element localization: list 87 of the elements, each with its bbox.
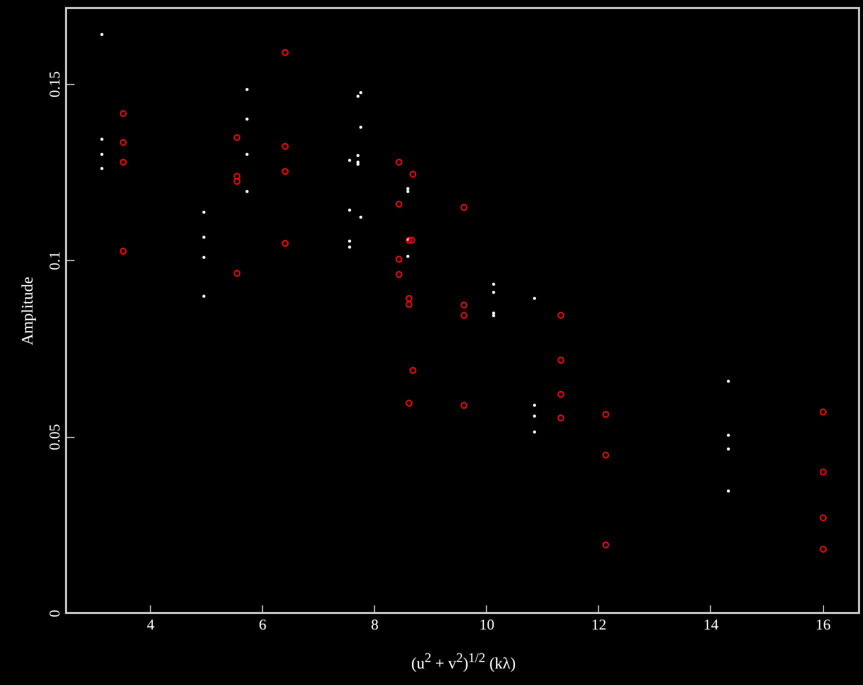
x-tick-label: 4 [146, 618, 155, 634]
point [359, 216, 362, 219]
point [234, 172, 240, 180]
point [396, 200, 402, 208]
x-tick-label: 6 [258, 618, 267, 634]
point [120, 158, 127, 166]
point [557, 414, 564, 422]
y-axis-title: Amplitude [20, 276, 36, 346]
point [533, 296, 536, 300]
point [492, 282, 496, 286]
point [492, 290, 496, 294]
point [202, 236, 206, 239]
point [406, 400, 412, 406]
x-axis-title: (u$^{2}$ + v$^{2}$)$^{1/2}$ (kλ) [410, 650, 517, 674]
point [202, 210, 206, 214]
x-tick-label: 12 [591, 618, 606, 634]
x-tick-label: 10 [479, 618, 494, 634]
point [246, 118, 249, 121]
point [396, 270, 402, 278]
x-tick-label: 8 [370, 618, 378, 634]
point [100, 152, 104, 156]
point [406, 294, 412, 302]
point [202, 256, 206, 259]
y-tick-label: 0.15 [48, 71, 64, 98]
point [282, 168, 289, 175]
point [348, 208, 352, 212]
point [726, 447, 730, 450]
point [406, 300, 412, 308]
point [234, 134, 240, 141]
point [820, 514, 827, 522]
point [557, 312, 564, 319]
point [408, 236, 416, 244]
y-tick-label: 0.05 [48, 424, 64, 450]
point [726, 434, 730, 437]
point [348, 240, 352, 243]
point [406, 190, 410, 193]
point [202, 294, 206, 298]
point [100, 32, 104, 36]
point [356, 94, 360, 98]
point [359, 126, 362, 129]
point [234, 270, 240, 277]
point [100, 167, 104, 170]
point [356, 154, 360, 157]
point [492, 314, 496, 318]
point [246, 190, 249, 193]
point [348, 246, 352, 249]
point [602, 411, 610, 418]
point [820, 546, 827, 553]
point [100, 138, 104, 141]
point [533, 430, 536, 434]
point [282, 49, 289, 56]
point [460, 312, 468, 319]
point [460, 204, 468, 211]
y-tick-label: 0 [48, 610, 64, 618]
point [410, 170, 416, 178]
x-tick-label: 16 [816, 618, 832, 634]
point [246, 88, 249, 91]
point [246, 152, 249, 156]
x-tick-label: 14 [703, 618, 719, 634]
point [533, 414, 536, 418]
point [460, 302, 468, 308]
point [396, 256, 402, 263]
y-tick-label: 0.1 [48, 251, 64, 270]
point [406, 254, 410, 258]
point [602, 542, 610, 548]
point [726, 489, 730, 492]
point [602, 452, 610, 458]
point [282, 240, 289, 247]
point [120, 248, 127, 254]
point [396, 158, 402, 166]
point [492, 312, 496, 315]
point [533, 404, 536, 407]
point [460, 402, 468, 409]
point [820, 468, 827, 476]
point [359, 91, 362, 94]
point [726, 380, 730, 383]
point [406, 187, 410, 190]
point [282, 142, 289, 150]
point [410, 366, 416, 374]
point [120, 110, 127, 117]
point [820, 408, 827, 416]
point [234, 178, 240, 185]
point [557, 390, 564, 398]
point [348, 158, 352, 162]
point [406, 236, 412, 244]
point [557, 356, 564, 364]
point [120, 139, 127, 146]
